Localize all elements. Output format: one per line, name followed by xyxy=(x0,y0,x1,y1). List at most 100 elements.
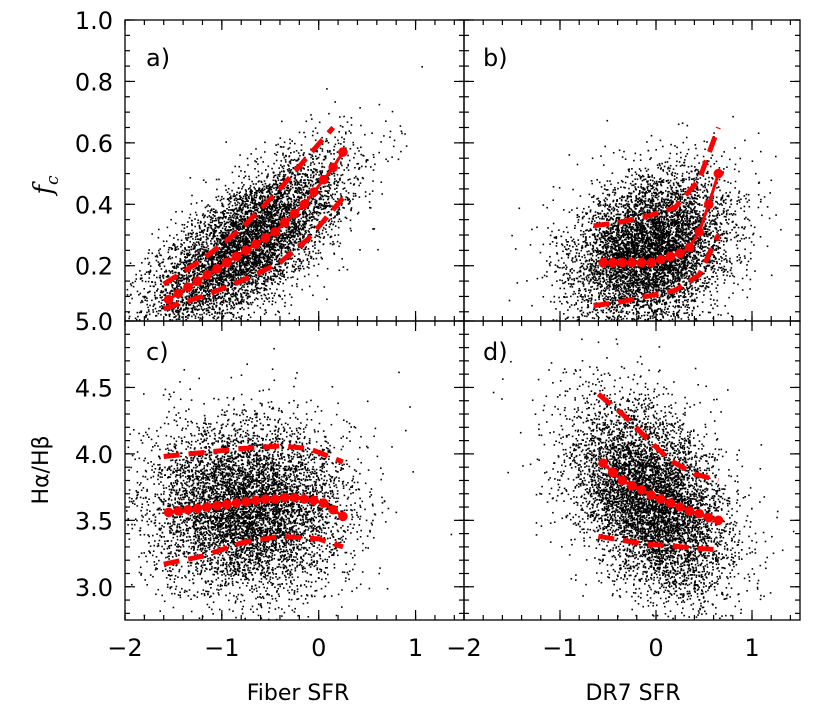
scatter-point xyxy=(303,131,305,134)
scatter-point xyxy=(237,290,240,293)
scatter-point xyxy=(206,229,209,231)
scatter-point xyxy=(337,142,340,145)
scatter-point xyxy=(307,193,309,196)
scatter-point xyxy=(304,248,307,250)
scatter-point xyxy=(173,265,176,268)
scatter-point xyxy=(219,216,222,219)
scatter-point xyxy=(339,125,342,127)
scatter-point xyxy=(332,223,335,226)
scatter-point xyxy=(282,208,284,210)
scatter-point xyxy=(217,253,220,256)
scatter-point xyxy=(222,251,224,253)
scatter-point xyxy=(279,270,281,272)
scatter-point xyxy=(383,135,385,137)
scatter-point xyxy=(236,311,239,314)
scatter-point xyxy=(252,199,255,201)
scatter-point xyxy=(258,222,261,225)
scatter-point xyxy=(231,293,233,295)
scatter-point xyxy=(227,274,230,276)
scatter-point xyxy=(338,207,340,209)
scatter-point xyxy=(239,308,241,310)
scatter-point xyxy=(154,291,156,294)
scatter-point xyxy=(391,156,393,158)
scatter-point xyxy=(287,231,290,233)
scatter-point xyxy=(229,209,232,211)
scatter-point xyxy=(284,263,286,265)
scatter-point xyxy=(316,275,319,277)
scatter-point xyxy=(257,174,260,177)
scatter-point xyxy=(271,248,274,251)
scatter-point xyxy=(365,161,368,163)
scatter-point xyxy=(172,290,174,292)
scatter-point xyxy=(270,210,273,212)
scatter-point xyxy=(355,175,357,178)
scatter-point xyxy=(234,276,236,279)
scatter-point xyxy=(264,206,267,209)
scatter-point xyxy=(224,210,226,212)
scatter-point xyxy=(226,301,228,303)
scatter-point xyxy=(222,213,225,215)
scatter-point xyxy=(313,168,315,170)
scatter-point xyxy=(240,273,242,275)
scatter-point xyxy=(291,226,293,228)
scatter-point xyxy=(248,178,251,181)
scatter-point xyxy=(280,193,282,196)
scatter-point xyxy=(248,226,250,229)
scatter-point xyxy=(264,274,267,276)
scatter-point xyxy=(276,176,279,178)
scatter-point xyxy=(259,238,262,240)
scatter-point xyxy=(302,153,305,156)
scatter-point xyxy=(183,227,186,229)
scatter-point xyxy=(230,212,232,214)
scatter-point xyxy=(148,310,150,313)
scatter-point xyxy=(217,219,220,221)
scatter-point xyxy=(269,276,272,279)
scatter-point xyxy=(297,230,300,233)
scatter-point xyxy=(297,225,300,227)
scatter-point xyxy=(244,206,247,208)
scatter-point xyxy=(229,276,231,279)
scatter-point xyxy=(254,281,257,283)
scatter-point xyxy=(290,176,292,178)
scatter-point xyxy=(312,245,314,247)
scatter-point xyxy=(348,200,351,203)
scatter-point xyxy=(244,229,247,231)
scatter-point xyxy=(252,211,255,213)
scatter-point xyxy=(202,309,204,312)
scatter-point xyxy=(306,214,309,216)
scatter-point xyxy=(282,270,284,272)
scatter-point xyxy=(219,303,222,305)
scatter-point xyxy=(323,286,326,288)
scatter-point xyxy=(214,227,217,230)
scatter-point xyxy=(357,178,359,181)
scatter-point xyxy=(266,280,268,283)
scatter-point xyxy=(267,221,270,223)
scatter-point xyxy=(248,303,250,306)
scatter-point xyxy=(219,263,222,266)
scatter-point xyxy=(370,166,372,168)
scatter-point xyxy=(246,213,249,215)
scatter-point xyxy=(358,166,361,169)
scatter-point xyxy=(323,201,326,204)
scatter-point xyxy=(324,185,326,188)
scatter-point xyxy=(264,214,266,216)
scatter-point xyxy=(236,269,239,272)
scatter-point xyxy=(197,248,200,251)
scatter-point xyxy=(178,285,181,287)
scatter-point xyxy=(177,263,179,265)
scatter-point xyxy=(231,274,233,276)
scatter-point xyxy=(273,266,276,269)
scatter-point xyxy=(242,206,244,209)
scatter-point xyxy=(181,274,184,277)
scatter-point xyxy=(251,257,253,260)
scatter-point xyxy=(350,117,353,119)
scatter-point xyxy=(257,278,260,281)
scatter-point xyxy=(259,197,262,199)
scatter-point xyxy=(229,197,231,199)
scatter-point xyxy=(365,165,367,168)
scatter-point xyxy=(231,247,233,249)
scatter-point xyxy=(269,212,271,215)
scatter-point xyxy=(180,253,182,255)
scatter-point xyxy=(341,181,344,184)
scatter-point xyxy=(325,224,328,226)
